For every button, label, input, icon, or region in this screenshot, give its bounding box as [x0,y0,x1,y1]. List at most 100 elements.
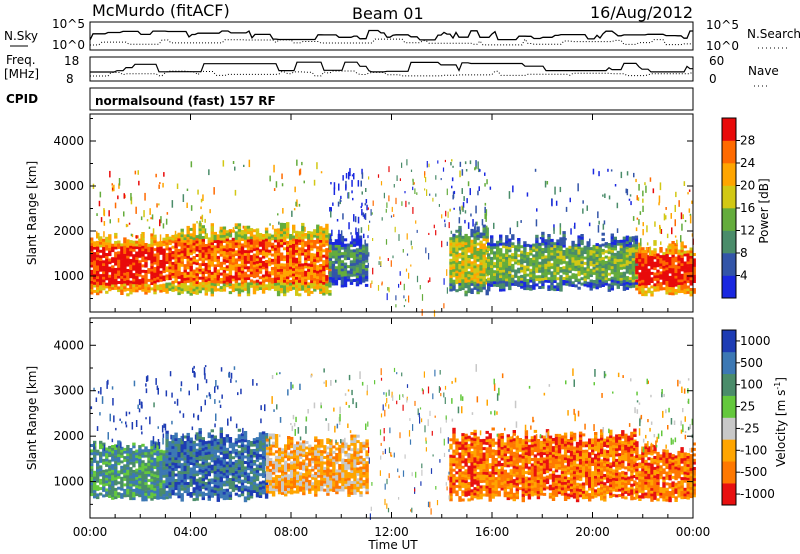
echo-cell [337,255,342,259]
echo-cell [99,440,103,444]
colorbar-tick-label: 8 [740,246,748,260]
echo-cell [361,268,366,272]
echo-cell [102,475,106,479]
echo-cell [231,467,236,471]
echo-cell [132,265,136,268]
echo-cell [240,251,245,255]
echo-cell [156,203,158,208]
echo-cell [129,253,133,257]
echo-cell [168,282,172,286]
echo-cell [464,219,466,224]
echo-cell [565,253,569,257]
echo-cell [201,241,205,245]
echo-cell [307,290,311,294]
echo-cell [123,469,127,473]
echo-cell [568,264,572,268]
echo-cell [298,242,302,245]
echo-cell [437,160,439,164]
echo-cell [449,266,453,270]
echo-cell [162,450,166,454]
echo-cell [156,255,160,258]
echo-cell [230,372,233,379]
echo-cell [304,284,308,288]
echo-cell [234,487,239,491]
echo-cell [622,242,627,245]
echo-cell [219,404,222,408]
echo-cell [264,243,269,247]
echo-cell [310,261,314,265]
echo-cell [677,279,681,283]
echo-cell [261,236,266,240]
echo-cell [140,425,143,431]
echo-cell [511,266,515,270]
echo-cell [267,271,272,275]
echo-cell [186,250,190,254]
echo-cell [482,230,486,233]
echo-cell [102,442,106,446]
echo-cell [616,277,620,281]
echo-cell [547,236,551,240]
echo-cell [613,274,617,278]
echo-cell [162,480,166,484]
echo-cell [595,245,599,249]
echo-cell [319,291,323,294]
echo-cell [156,494,160,497]
echo-cell [249,260,254,264]
echo-cell [331,263,336,267]
echo-cell [541,258,545,262]
nave-tick-high: 60 [709,54,724,68]
echo-cell [603,220,606,225]
echo-cell [234,465,239,469]
echo-cell [147,457,151,461]
echo-cell [307,231,311,234]
echo-cell [111,259,115,263]
echo-cell [261,279,266,283]
echo-cell [129,469,133,473]
echo-cell [296,159,298,166]
echo-cell [198,257,202,261]
echo-cell [217,385,219,390]
echo-cell [678,200,680,207]
echo-cell [186,446,190,450]
echo-cell [544,277,548,280]
echo-cell [610,263,614,267]
echo-cell [252,285,257,289]
echo-cell [461,238,465,242]
echo-cell [523,279,527,282]
echo-cell [479,243,483,247]
echo-cell [307,236,311,240]
echo-cell [538,256,542,260]
echo-cell [108,462,112,466]
echo-cell [189,227,193,231]
echo-cell [201,238,205,242]
echo-cell [192,288,196,292]
echo-cell [276,274,281,278]
echo-cell [96,466,100,470]
echo-cell [511,282,515,286]
echo-cell [165,244,169,248]
echo-cell [114,468,118,472]
echo-cell [613,247,617,251]
echo-cell [111,249,115,253]
echo-cell [246,247,251,251]
echo-cell [340,230,343,238]
echo-cell [544,239,548,243]
echo-cell [476,275,480,278]
echo-cell [105,491,109,495]
echo-cell [482,259,486,263]
echo-cell [198,466,202,470]
echo-cell [130,196,133,205]
echo-cell [449,264,453,268]
echo-cell [165,252,169,256]
echo-cell [473,281,477,285]
echo-cell [449,248,453,251]
echo-cell [349,260,354,264]
echo-cell [150,252,154,256]
echo-cell [267,279,272,283]
echo-cell [310,263,314,267]
echo-cell [295,241,299,245]
echo-cell [574,284,578,288]
echo-cell [261,244,266,248]
echo-cell [511,258,515,262]
echo-cell [653,288,657,292]
